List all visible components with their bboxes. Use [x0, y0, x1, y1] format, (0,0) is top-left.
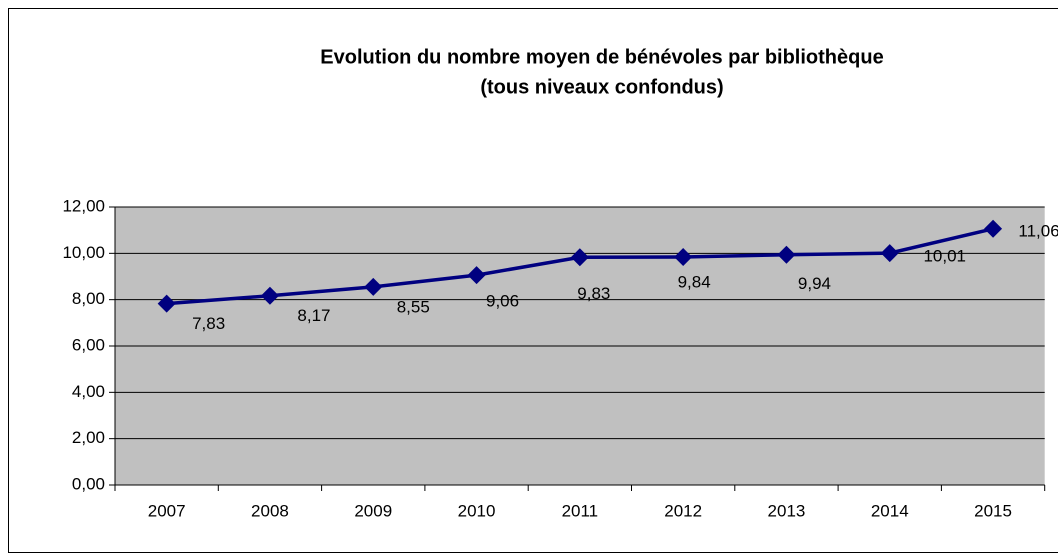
- marker: [364, 277, 383, 296]
- marker: [777, 245, 796, 264]
- x-tick-label: 2011: [562, 501, 599, 520]
- x-tick-label: 2012: [664, 501, 702, 520]
- chart-title: Evolution du nombre moyen de bénévoles p…: [320, 46, 883, 68]
- data-label: 8,17: [297, 306, 330, 325]
- x-tick-label: 2010: [458, 501, 496, 520]
- x-tick-label: 2015: [974, 501, 1012, 520]
- y-tick-label: 10,00: [62, 243, 105, 262]
- x-tick-label: 2014: [871, 501, 909, 520]
- y-tick-label: 8,00: [72, 289, 105, 308]
- data-label: 9,83: [577, 284, 610, 303]
- y-tick-label: 4,00: [72, 382, 105, 401]
- data-label: 9,84: [678, 273, 711, 292]
- marker: [260, 286, 279, 305]
- marker: [467, 266, 486, 285]
- data-label: 9,06: [486, 292, 519, 311]
- data-label: 9,94: [798, 274, 831, 293]
- marker: [984, 219, 1003, 238]
- marker: [570, 248, 589, 267]
- chart-title: (tous niveaux confondus): [480, 76, 723, 98]
- y-tick-label: 12,00: [62, 196, 105, 215]
- y-tick-label: 2,00: [72, 428, 105, 447]
- x-tick-label: 2008: [251, 501, 289, 520]
- x-tick-label: 2009: [354, 501, 392, 520]
- data-label: 7,83: [192, 314, 225, 333]
- x-tick-label: 2013: [768, 501, 806, 520]
- marker: [880, 244, 899, 263]
- marker: [157, 294, 176, 313]
- marker: [674, 248, 693, 267]
- data-label: 11,06: [1018, 221, 1058, 240]
- y-tick-label: 0,00: [72, 474, 105, 493]
- x-tick-label: 2007: [148, 501, 186, 520]
- y-tick-label: 6,00: [72, 335, 105, 354]
- data-label: 8,55: [397, 297, 430, 316]
- data-label: 10,01: [923, 247, 966, 266]
